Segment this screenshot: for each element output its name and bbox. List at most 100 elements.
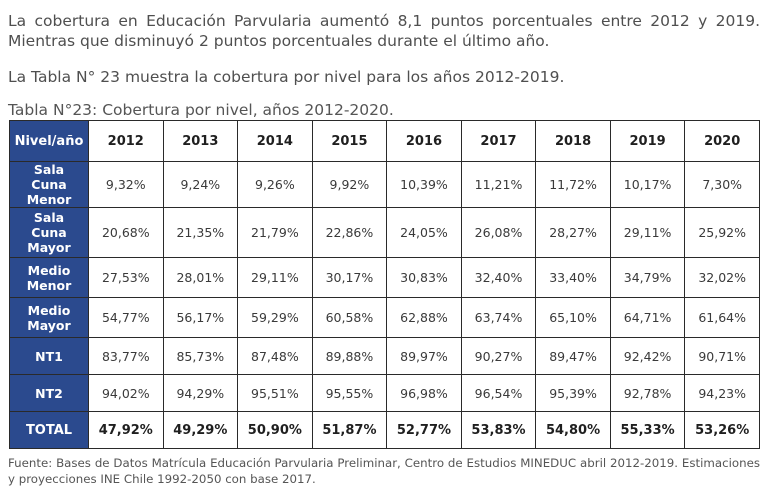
cell-value: 29,11% (237, 257, 313, 298)
cell-value: 55,33% (609, 411, 686, 449)
cell-value: 53,26% (684, 411, 760, 449)
cell-value: 89,88% (311, 337, 388, 375)
row-label: NT1 (9, 337, 89, 375)
row-label-line: Medio (27, 302, 71, 318)
row-label: Medio Mayor (9, 297, 89, 338)
cell-value: 28,27% (535, 207, 611, 258)
cell-value: 85,73% (162, 337, 239, 375)
cell-value: 95,39% (535, 374, 611, 412)
cell-value: 54,77% (88, 297, 164, 338)
cell-value: 21,79% (237, 207, 313, 258)
row-label-line: Cuna (31, 225, 67, 240)
cell-value: 9,24% (162, 161, 239, 208)
cell-value: 61,64% (684, 297, 760, 338)
row-label-line: Medio (27, 262, 71, 278)
cell-value: 96,54% (460, 374, 537, 412)
row-label: NT2 (9, 374, 89, 412)
cell-value: 11,72% (535, 161, 611, 208)
cell-value: 94,02% (88, 374, 164, 412)
coverage-table: Nivel/año 2012 2013 2014 2015 2016 2017 2018 20… (9, 120, 760, 449)
cell-value: 56,17% (162, 297, 239, 338)
cell-value: 10,39% (386, 161, 462, 208)
cell-value: 92,42% (609, 337, 686, 375)
row-label-line: Mayor (27, 317, 71, 333)
year-header-2015: 2015 (311, 120, 388, 162)
cell-value: 30,17% (311, 257, 388, 298)
table-row: TOTAL 47,92% 49,29% 50,90% 51,87% 52,77% 53,83… (9, 411, 760, 449)
year-header-2013: 2013 (162, 120, 239, 162)
table-row: Sala Cuna Mayor 20,68% 21,35% 21,79% 22,86% 24,… (9, 207, 760, 258)
cell-value: 30,83% (386, 257, 462, 298)
source-note: Fuente: Bases de Datos Matrícula Educaci… (8, 456, 760, 486)
cell-value: 21,35% (162, 207, 239, 258)
cell-value: 29,11% (609, 207, 686, 258)
cell-value: 52,77% (386, 411, 462, 449)
cell-value: 89,97% (386, 337, 462, 375)
cell-value: 51,87% (311, 411, 388, 449)
cell-value: 53,83% (460, 411, 537, 449)
year-header-2014: 2014 (237, 120, 313, 162)
cell-value: 27,53% (88, 257, 164, 298)
cell-value: 96,98% (386, 374, 462, 412)
cell-value: 9,92% (311, 161, 388, 208)
cell-value: 49,29% (162, 411, 239, 449)
row-label-line: Mayor (27, 240, 71, 255)
row-label: TOTAL (9, 411, 89, 449)
row-label: Medio Menor (9, 257, 89, 298)
table-row: Medio Mayor 54,77% 56,17% 59,29% 60,58% 62,88%… (9, 297, 760, 338)
year-header-2016: 2016 (386, 120, 462, 162)
cell-value: 34,79% (609, 257, 686, 298)
table-row: Sala Cuna Menor 9,32% 9,24% 9,26% 9,92% 10,39% 1… (9, 161, 760, 208)
cell-value: 89,47% (535, 337, 611, 375)
table-row: NT1 83,77% 85,73% 87,48% 89,88% 89,97% 90,27% 8… (9, 337, 760, 375)
cell-value: 33,40% (535, 257, 611, 298)
table-row: Medio Menor 27,53% 28,01% 29,11% 30,17% 30,83%… (9, 257, 760, 298)
year-header-2017: 2017 (460, 120, 537, 162)
cell-value: 95,51% (237, 374, 313, 412)
row-label-line: NT2 (35, 385, 63, 401)
intro-paragraph-1: La cobertura en Educación Parvularia aum… (8, 12, 760, 50)
cell-value: 59,29% (237, 297, 313, 338)
cell-value: 10,17% (609, 161, 686, 208)
cell-value: 22,86% (311, 207, 388, 258)
year-header-2020: 2020 (684, 120, 760, 162)
row-label-line: Sala (33, 210, 65, 225)
row-label-line: Menor (26, 192, 72, 207)
cell-value: 24,05% (386, 207, 462, 258)
row-label-line: TOTAL (25, 422, 73, 438)
row-label-line: Menor (26, 277, 72, 293)
cell-value: 28,01% (162, 257, 239, 298)
cell-value: 26,08% (460, 207, 537, 258)
table-row: NT2 94,02% 94,29% 95,51% 95,55% 96,98% 96,54% 9… (9, 374, 760, 412)
table-caption: Tabla N°23: Cobertura por nivel, años 20… (8, 101, 394, 119)
cell-value: 11,21% (460, 161, 537, 208)
cell-value: 50,90% (237, 411, 313, 449)
row-label: Sala Cuna Mayor (9, 207, 89, 258)
year-header-2012: 2012 (88, 120, 164, 162)
cell-value: 64,71% (609, 297, 686, 338)
cell-value: 20,68% (88, 207, 164, 258)
cell-value: 92,78% (609, 374, 686, 412)
row-label-line: Sala (33, 162, 65, 177)
cell-value: 65,10% (535, 297, 611, 338)
row-label: Sala Cuna Menor (9, 161, 89, 208)
cell-value: 90,71% (684, 337, 760, 375)
intro-paragraph-2: La Tabla N° 23 muestra la cobertura por … (8, 68, 565, 86)
corner-header: Nivel/año (9, 120, 89, 162)
cell-value: 47,92% (88, 411, 164, 449)
cell-value: 62,88% (386, 297, 462, 338)
cell-value: 95,55% (311, 374, 388, 412)
table-header-row: Nivel/año 2012 2013 2014 2015 2016 2017 2018 20… (9, 120, 760, 162)
table-body: Sala Cuna Menor 9,32% 9,24% 9,26% 9,92% 10,39% 1… (9, 161, 760, 449)
cell-value: 63,74% (460, 297, 537, 338)
cell-value: 83,77% (88, 337, 164, 375)
row-label-line: Cuna (31, 177, 67, 192)
year-header-2019: 2019 (609, 120, 686, 162)
cell-value: 7,30% (684, 161, 760, 208)
year-header-2018: 2018 (535, 120, 611, 162)
cell-value: 90,27% (460, 337, 537, 375)
cell-value: 87,48% (237, 337, 313, 375)
cell-value: 32,02% (684, 257, 760, 298)
cell-value: 32,40% (460, 257, 537, 298)
cell-value: 60,58% (311, 297, 388, 338)
